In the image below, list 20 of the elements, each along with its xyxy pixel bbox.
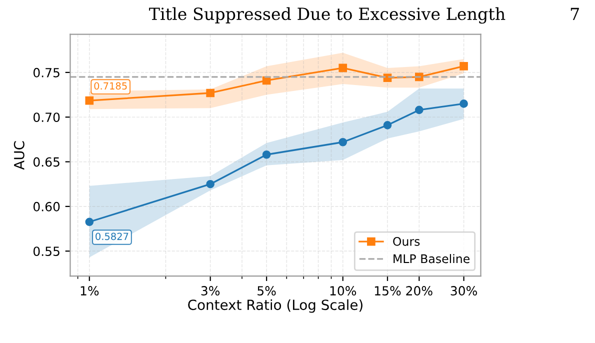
x-tick-label: 30% [450,286,477,296]
x-axis-title: Context Ratio (Log Scale) [188,299,362,313]
x-tick-label: 20% [406,286,432,296]
x-tick-label: 5% [258,286,276,296]
legend-label: Ours [393,236,420,246]
y-axis-title: AUC [14,141,24,170]
y-tick-label: 0.55 [33,246,60,256]
y-tick-label: 0.60 [33,202,60,212]
y-tick-label: 0.70 [33,112,60,122]
x-tick-label: 3% [201,286,220,296]
annotation: 0.7185 [94,82,127,90]
legend-label: MLP Baseline [394,254,470,264]
x-tick-label: 15% [374,286,401,296]
x-tick-label: 10% [330,286,356,296]
annotation: 0.5827 [96,232,128,240]
text: Title Suppressed Due to Excessive Length [149,7,506,24]
x-tick-label: 1% [80,286,99,296]
y-tick-label: 0.65 [33,157,60,167]
y-tick-label: 0.75 [33,68,60,78]
text: 7 [570,8,579,20]
